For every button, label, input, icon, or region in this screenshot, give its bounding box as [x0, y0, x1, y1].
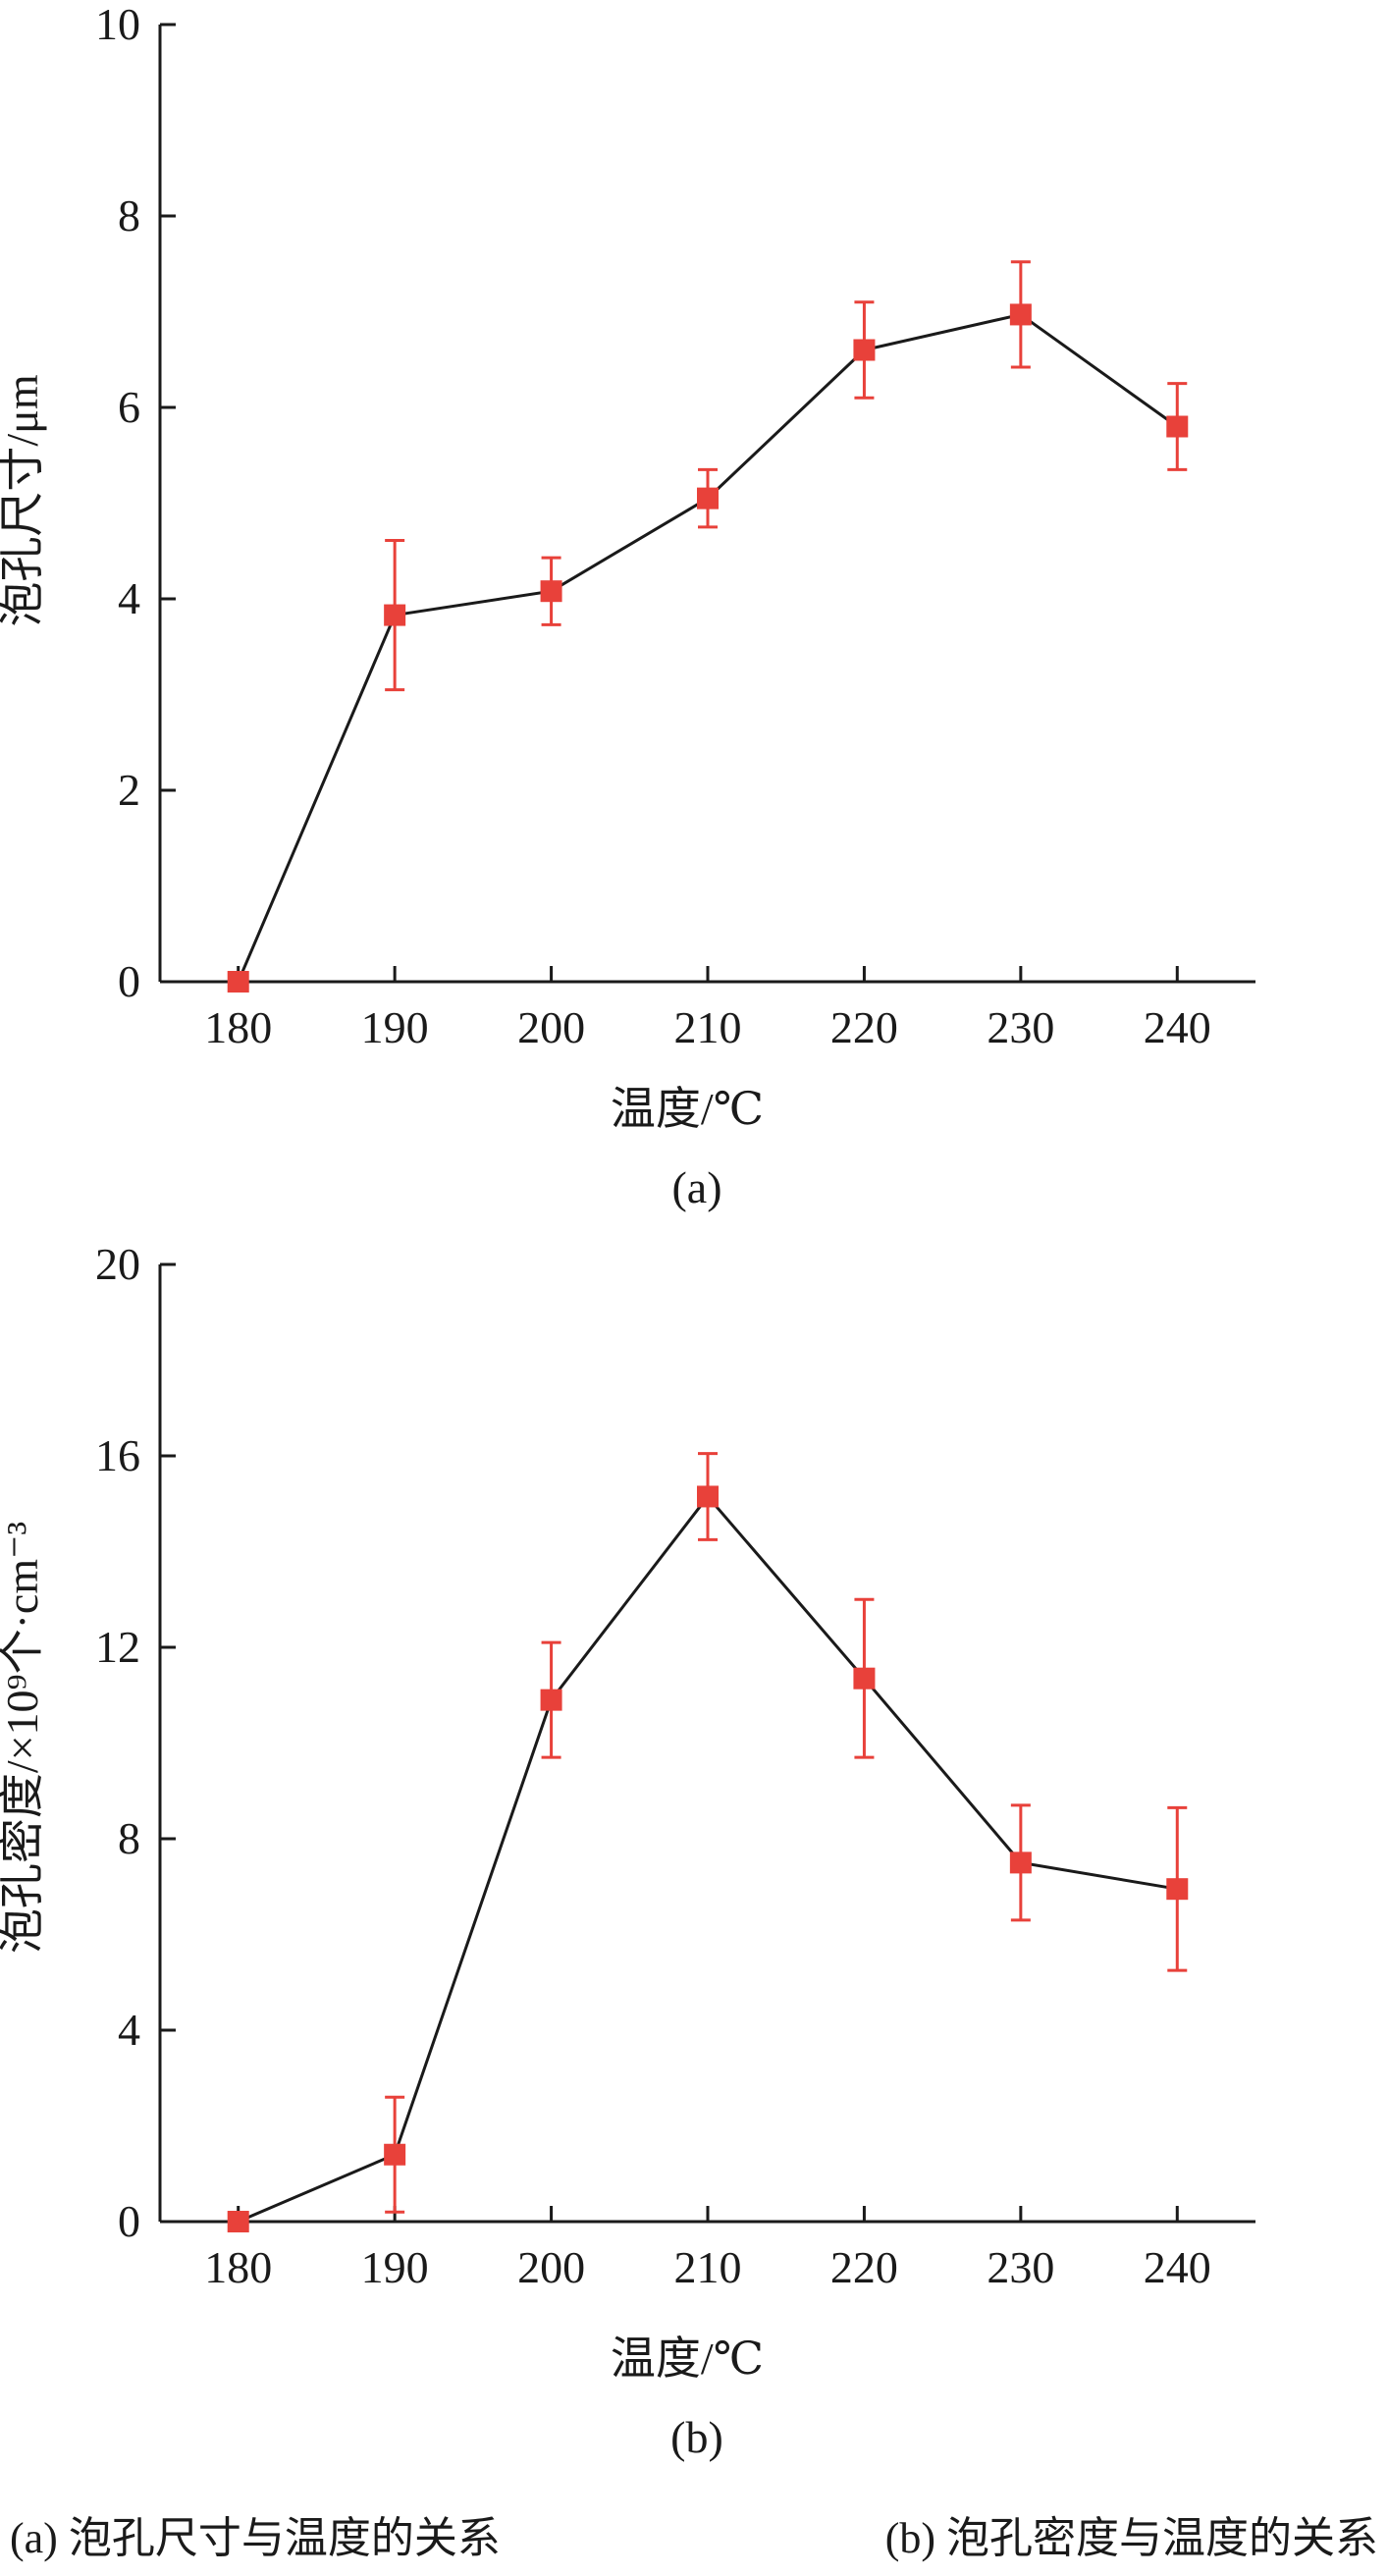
panel-b-x-tick-label: 220	[830, 2242, 898, 2292]
panel-b-data-point	[1009, 1852, 1032, 1874]
panel-b-data-point	[384, 2143, 406, 2166]
caption-b: (b) 泡孔密度与温度的关系	[885, 2514, 1378, 2562]
panel-a-data-point	[697, 487, 719, 510]
panel-b-x-tick-label: 230	[987, 2242, 1054, 2292]
panel-a-x-tick-label: 190	[361, 1002, 429, 1052]
panel-a-data-point	[227, 971, 249, 993]
panel-b-y-tick-label: 16	[95, 1430, 140, 1480]
panel-a-data-point	[1009, 303, 1032, 326]
panel-a-y-tick-label: 8	[118, 190, 140, 241]
panel-a-label: (a)	[671, 1162, 721, 1212]
panel-a-x-tick-label: 180	[204, 1002, 272, 1052]
panel-a-ylabel: 泡孔尺寸/μm	[0, 374, 47, 626]
panel-a-data-point	[853, 339, 876, 361]
panel-b-data-point	[1166, 1878, 1189, 1901]
panel-b-y-tick-label: 8	[118, 1813, 140, 1863]
panel-a-data-point	[384, 604, 406, 626]
panel-b-xlabel: 温度/℃	[611, 2334, 764, 2384]
panel-a-y-tick-label: 6	[118, 382, 140, 432]
panel-b-label: (b)	[670, 2412, 723, 2462]
panel-a-x-tick-label: 240	[1144, 1002, 1211, 1052]
panel-a-series-line	[237, 312, 1179, 983]
panel-a-xlabel: 温度/℃	[611, 1084, 764, 1134]
panel-a-y-tick-label: 4	[118, 573, 140, 623]
panel-b-series-line	[238, 1494, 1178, 2224]
panel-a-y-tick-label: 2	[118, 765, 140, 815]
panel-a-x-tick-label: 210	[674, 1002, 742, 1052]
panel-b-y-tick-label: 4	[118, 2005, 140, 2055]
panel-a-y-tick-label: 10	[95, 0, 140, 49]
panel-a-data-point	[540, 580, 562, 603]
panel-b-x-tick-label: 210	[674, 2242, 742, 2292]
panel-b-data-point	[227, 2211, 249, 2232]
caption-a: (a) 泡孔尺寸与温度的关系	[10, 2514, 501, 2562]
panel-b-data-point	[853, 1667, 876, 1690]
panel-b-data-point	[697, 1485, 719, 1508]
panel-b-y-tick-label: 20	[95, 1239, 140, 1289]
panel-b-ylabel: 泡孔密度/×10⁹个·cm⁻³	[0, 1522, 47, 1954]
chart-panel-a: 0 2 4 6 8 10 180 190 200 210 220 230 240	[95, 0, 1255, 1052]
panel-b-x-tick-label: 240	[1144, 2242, 1211, 2292]
panel-a-data-point	[1166, 415, 1189, 438]
panel-a-y-tick-label: 0	[118, 956, 140, 1006]
panel-b-x-tick-label: 180	[204, 2242, 272, 2292]
chart-panel-b: 0 4 8 12 16 20 180 190 200 210 220 230 240	[95, 1239, 1255, 2292]
panel-b-x-tick-label: 200	[517, 2242, 585, 2292]
panel-b-y-tick-label: 0	[118, 2196, 140, 2246]
panel-a-x-tick-label: 220	[830, 1002, 898, 1052]
panel-a-x-tick-label: 200	[517, 1002, 585, 1052]
panel-a-x-tick-label: 230	[987, 1002, 1054, 1052]
panel-b-y-tick-label: 12	[95, 1622, 140, 1672]
panel-b-x-tick-label: 190	[361, 2242, 429, 2292]
panel-b-data-point	[540, 1689, 562, 1711]
